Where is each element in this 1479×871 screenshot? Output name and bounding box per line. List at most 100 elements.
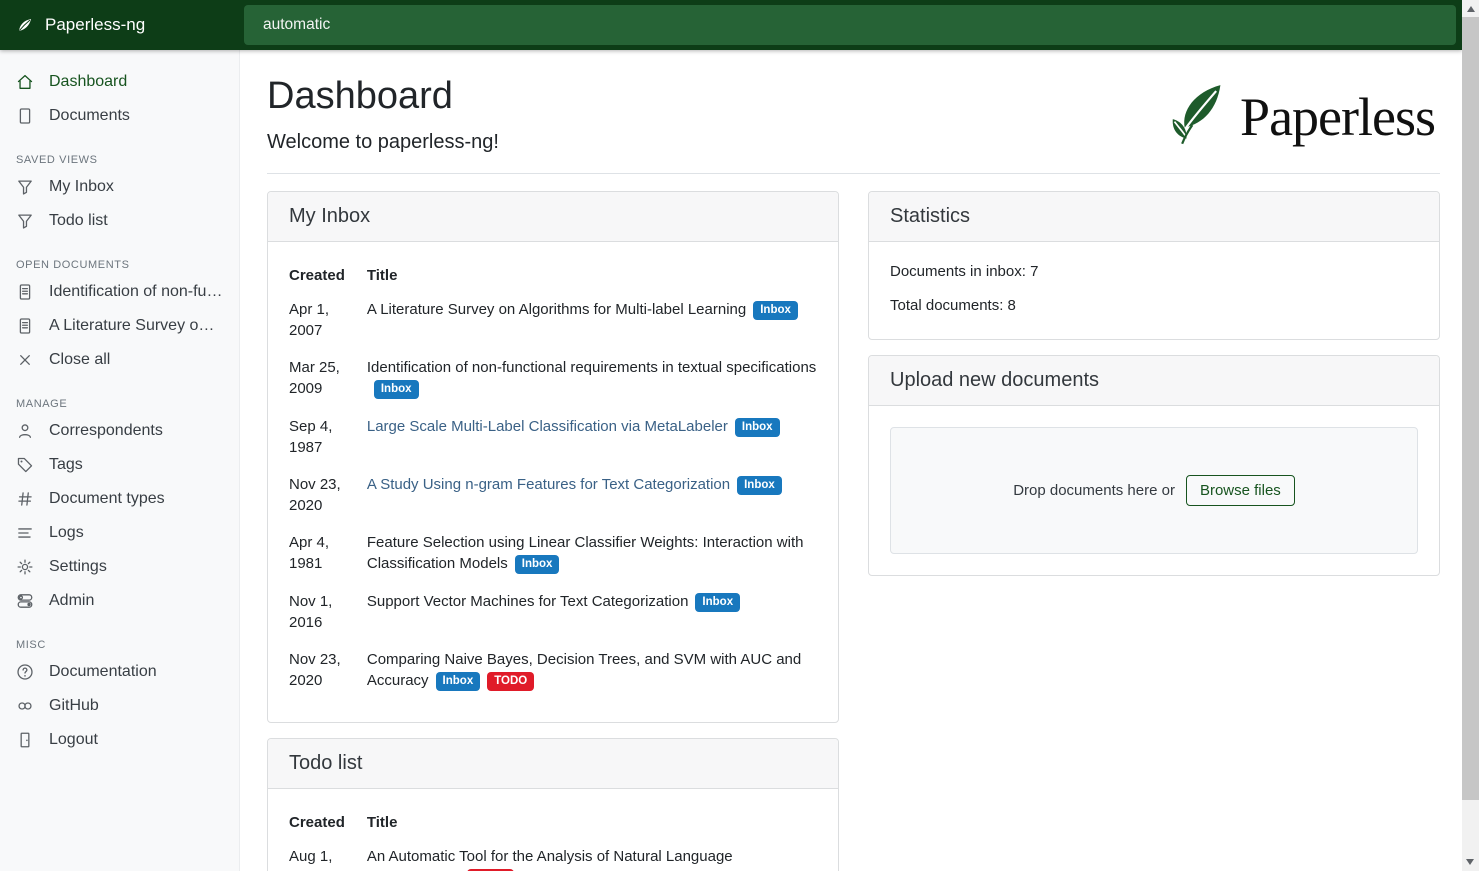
sidebar-item-correspondents[interactable]: Correspondents: [0, 414, 239, 448]
created-date: Sep 4, 1987: [289, 418, 333, 456]
document-link[interactable]: Large Scale Multi-Label Classification v…: [366, 418, 728, 435]
tag-badge-inbox[interactable]: Inbox: [514, 555, 560, 574]
toggles-icon: [16, 592, 34, 610]
tag-badge-inbox[interactable]: Inbox: [435, 672, 481, 691]
sidebar-item-tags[interactable]: Tags: [0, 448, 239, 482]
widget-upload: Upload new documents Drop documents here…: [868, 355, 1440, 576]
sidebar-item-label: My Inbox: [49, 178, 114, 195]
scroll-up-arrow-icon[interactable]: [1466, 6, 1475, 12]
sidebar-item-document-types[interactable]: Document types: [0, 482, 239, 516]
sidebar-item-documentation[interactable]: Documentation: [0, 655, 239, 689]
sidebar-item-my-inbox[interactable]: My Inbox: [0, 170, 239, 204]
table-row: Nov 23, 2020 Comparing Naive Bayes, Decis…: [289, 642, 817, 701]
widget-statistics-body: Documents in inbox: 7 Total documents: 8: [869, 242, 1439, 339]
sidebar-item-label: Dashboard: [49, 73, 128, 90]
page-title: Dashboard: [267, 75, 453, 117]
home-icon: [16, 73, 34, 91]
created-date: Apr 4, 1981: [289, 534, 330, 572]
tag-badge-inbox[interactable]: Inbox: [734, 418, 780, 437]
scrollbar-thumb[interactable]: [1462, 17, 1479, 800]
widget-my-inbox: My Inbox Created Title Apr 1, 2007 A Lite…: [267, 191, 839, 723]
created-date: Apr 1, 2007: [289, 301, 330, 339]
widget-upload-title: Upload new documents: [869, 356, 1439, 406]
created-date: Nov 23, 2020: [289, 651, 341, 689]
brand-title: Paperless-ng: [45, 15, 146, 34]
sidebar-item-label: Todo list: [49, 212, 108, 229]
created-date: Nov 1, 2016: [289, 593, 333, 631]
sidebar-item-github[interactable]: GitHub: [0, 689, 239, 723]
column-header-title: Title: [366, 267, 398, 284]
brand-leaf-icon: [16, 16, 34, 34]
sidebar-item-a-literature-survey-on-algori[interactable]: A Literature Survey on Algori...: [0, 309, 239, 343]
search-value: automatic: [263, 16, 331, 33]
column-header-created: Created: [289, 267, 345, 284]
sidebar-item-label: GitHub: [49, 697, 99, 714]
document-link[interactable]: Support Vector Machines for Text Categor…: [366, 593, 689, 610]
sidebar: Dashboard Documents SAVED VIEWS My Inbox Tod…: [0, 50, 240, 871]
section-header-manage: MANAGE: [16, 398, 68, 410]
upload-dropzone[interactable]: Drop documents here or Browse files: [890, 427, 1418, 554]
sidebar-item-todo-list[interactable]: Todo list: [0, 204, 239, 238]
sidebar-item-documents[interactable]: Documents: [0, 99, 239, 133]
tag-badge-inbox[interactable]: Inbox: [695, 593, 741, 612]
right-column: Statistics Documents in inbox: 7 Total do…: [868, 191, 1440, 576]
sidebar-item-label: Admin: [49, 592, 95, 609]
doc-icon: [16, 283, 34, 301]
table-row: Apr 4, 1981 Feature Selection using Linea…: [289, 525, 817, 584]
global-search-input[interactable]: automatic: [244, 5, 1456, 45]
statistics-line: Documents in inbox: 7: [890, 263, 1039, 280]
door-icon: [16, 731, 34, 749]
sidebar-item-label: A Literature Survey on Algori...: [49, 317, 223, 334]
paperless-logo: Paperless: [1166, 77, 1436, 156]
sidebar-item-label: Logout: [49, 731, 98, 748]
sidebar-item-logout[interactable]: Logout: [0, 723, 239, 757]
sidebar-item-label: Documents: [49, 107, 130, 124]
tag-icon: [16, 456, 34, 474]
sidebar-item-admin[interactable]: Admin: [0, 584, 239, 618]
sidebar-item-label: Identification of non-functio...: [49, 283, 223, 300]
section-header-open-documents: OPEN DOCUMENTS: [16, 259, 130, 271]
sidebar-item-logs[interactable]: Logs: [0, 516, 239, 550]
page-head: Dashboard Welcome to paperless-ng! Paper…: [267, 75, 1440, 156]
tag-badge-todo[interactable]: TODO: [487, 672, 535, 691]
sidebar-item-label: Tags: [49, 456, 83, 473]
sidebar-item-dashboard[interactable]: Dashboard: [0, 65, 239, 99]
link-icon: [16, 697, 34, 715]
document-link[interactable]: A Study Using n-gram Features for Text C…: [366, 476, 731, 493]
dashboard-grid: My Inbox Created Title Apr 1, 2007 A Lite…: [267, 191, 1440, 871]
sidebar-item-settings[interactable]: Settings: [0, 550, 239, 584]
tag-badge-inbox[interactable]: Inbox: [737, 476, 782, 495]
drop-text: Drop documents here or: [1013, 482, 1175, 499]
table-row: Apr 1, 2007 A Literature Survey on Algori…: [289, 292, 817, 350]
app-brand[interactable]: Paperless-ng: [0, 0, 240, 50]
widget-my-inbox-title: My Inbox: [268, 192, 838, 242]
document-link[interactable]: A Literature Survey on Algorithms for Mu…: [366, 301, 747, 318]
left-column: My Inbox Created Title Apr 1, 2007 A Lite…: [267, 191, 839, 871]
tag-badge-inbox[interactable]: Inbox: [753, 301, 798, 320]
document-link[interactable]: Identification of non-functional require…: [366, 359, 817, 376]
paperless-leaf-icon: [1166, 77, 1234, 156]
welcome-text: Welcome to paperless-ng!: [267, 131, 499, 153]
funnel-icon: [16, 212, 34, 230]
browse-files-button[interactable]: Browse files: [1185, 475, 1295, 506]
tag-badge-todo[interactable]: TODO: [467, 869, 515, 871]
question-icon: [16, 663, 34, 681]
document-link[interactable]: Feature Selection using Linear Classifie…: [366, 534, 804, 572]
funnel-icon: [16, 178, 34, 196]
main-content: Dashboard Welcome to paperless-ng! Paper…: [240, 50, 1462, 871]
document-link[interactable]: An Automatic Tool for the Analysis of Na…: [366, 848, 733, 871]
sidebar-item-identification-of-non-functio[interactable]: Identification of non-functio...: [0, 275, 239, 309]
vertical-scrollbar[interactable]: [1462, 0, 1479, 871]
todo-list-table: Created Title Aug 1, 1996 An Automatic To…: [289, 810, 817, 871]
sidebar-item-close-all[interactable]: Close all: [0, 343, 239, 377]
widget-todo-list: Todo list Created Title Aug 1, 1996 An Au…: [267, 738, 839, 871]
table-row: Mar 25, 2009 Identification of non-functi…: [289, 350, 817, 409]
sidebar-item-label: Settings: [49, 558, 107, 575]
document-link[interactable]: Comparing Naive Bayes, Decision Trees, a…: [366, 651, 802, 689]
sidebar-item-label: Close all: [49, 351, 111, 368]
paperless-logo-text: Paperless: [1240, 86, 1436, 147]
tag-badge-inbox[interactable]: Inbox: [373, 380, 419, 399]
widget-statistics-title: Statistics: [869, 192, 1439, 242]
widget-statistics: Statistics Documents in inbox: 7 Total do…: [868, 191, 1440, 340]
scroll-down-arrow-icon[interactable]: [1466, 859, 1474, 865]
